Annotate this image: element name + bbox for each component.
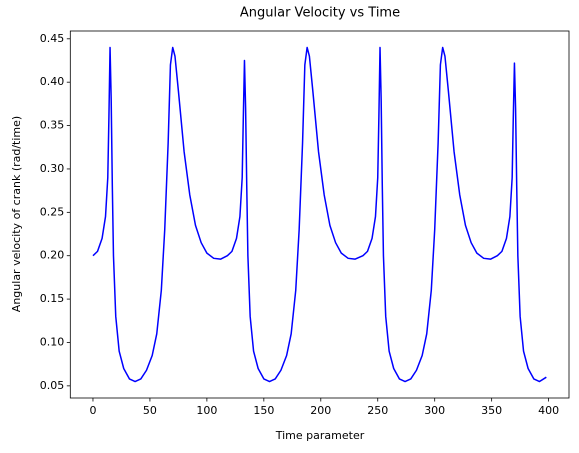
y-axis-label: Angular velocity of crank (rad/time) [10,116,23,312]
y-tick-label: 0.35 [40,119,65,132]
x-tick-label: 150 [253,404,274,417]
x-tick-label: 200 [310,404,331,417]
y-tick-label: 0.05 [40,379,65,392]
x-tick-label: 350 [481,404,502,417]
data-line [92,46,547,383]
x-tick-label: 0 [89,404,96,417]
y-tick-label: 0.30 [40,162,65,175]
y-tick-label: 0.15 [40,292,65,305]
y-tick-label: 0.45 [40,32,65,45]
y-tick-label: 0.40 [40,75,65,88]
y-tick-label: 0.25 [40,205,65,218]
y-tick-label: 0.10 [40,335,65,348]
x-axis-label: Time parameter [275,429,365,442]
x-tick-label: 400 [538,404,559,417]
chart-title: Angular Velocity vs Time [240,6,400,21]
plot-frame [69,30,570,399]
x-tick-label: 250 [367,404,388,417]
x-tick-label: 100 [196,404,217,417]
x-tick-label: 300 [424,404,445,417]
x-tick-label: 50 [143,404,157,417]
y-tick-label: 0.20 [40,249,65,262]
